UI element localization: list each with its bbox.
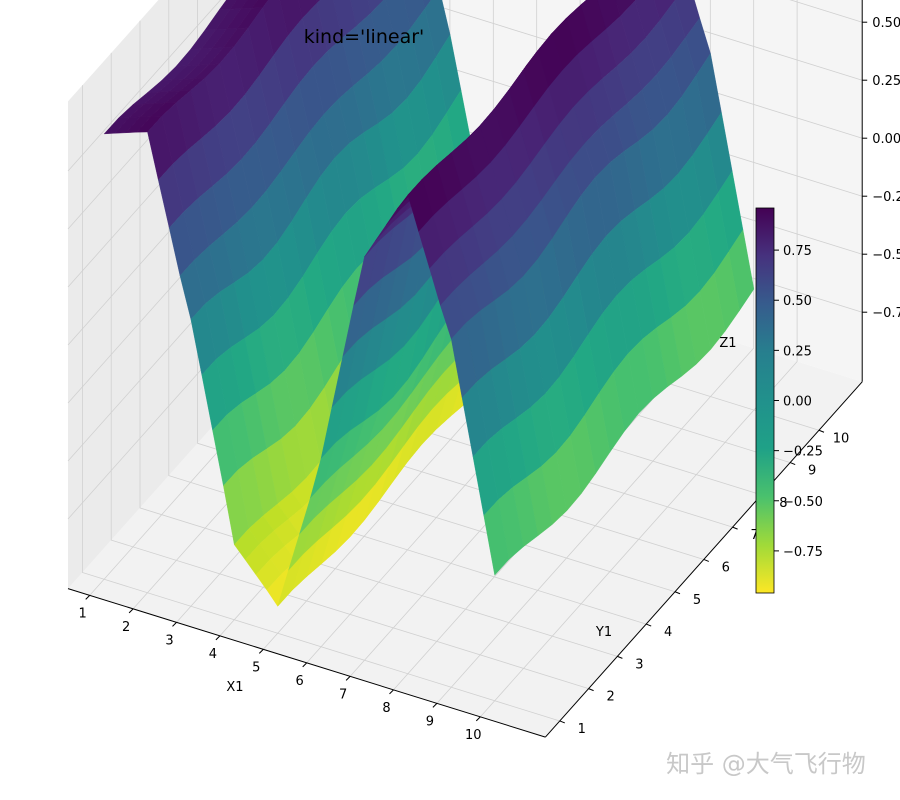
grid-line-x [436,0,755,704]
x-tick-label: 2 [122,620,130,635]
y-tick-mark [732,526,738,530]
colorbar-tick-label: −0.50 [783,495,823,510]
y-tick-mark [559,720,565,724]
x-tick-mark [302,662,308,668]
colorbar-tick-label: −0.75 [783,545,823,560]
x-tick-mark [389,689,394,695]
colorbar-tick-label: −0.25 [783,445,823,460]
x-tick-label: 9 [426,714,434,729]
z-axis-label: Z1 [719,336,736,351]
y-tick-mark [703,558,709,562]
z-tick-label: −0.75 [872,306,900,321]
surface-plot [103,0,755,607]
z-tick-label: 0.25 [872,74,900,89]
surface-facet [367,0,384,14]
x-tick-label: 3 [165,633,173,648]
x-tick-label: 4 [209,647,217,662]
colorbar-ticks: −0.75 −0.50 −0.25 0.00 0.25 0.50 0.75 [774,244,823,560]
colorbar-tick-label: 0.25 [783,344,812,359]
y-tick-label: 6 [722,560,730,575]
x-tick-mark [432,702,438,708]
grid-line-y [139,20,618,657]
z-tick-label: 0.00 [872,132,900,147]
y-tick-label: 1 [578,722,586,737]
z-tick-label: −0.25 [872,190,900,205]
x-tick-mark [128,608,134,614]
y-tick-label: 10 [833,431,850,446]
z-tick-label: −0.50 [872,248,900,263]
y-axis-label: Y1 [595,625,612,640]
colorbar-tick-label: 0.50 [783,294,812,309]
y-tick-label: 3 [635,657,643,672]
y-tick-mark [617,655,623,659]
y-tick-label: 4 [664,625,672,640]
colorbar-tick-label: 0.00 [783,395,812,410]
x-tick-mark [172,621,177,627]
grid-line-y [110,52,589,689]
y-tick-label: 5 [693,593,701,608]
x-tick-mark [345,675,351,681]
grid-line-y [82,85,560,722]
surface-facet [422,0,432,10]
x-tick-label: 8 [382,701,390,716]
z-tick-label: 0.50 [872,16,900,31]
y-tick-mark [790,462,796,466]
x-axis-label: X1 [226,680,243,695]
x-tick-mark [258,648,264,654]
x-tick-label: 10 [465,728,482,743]
y-tick-mark [674,591,681,595]
y-tick-mark [588,688,594,692]
y-tick-label: 9 [808,464,816,479]
x-tick-label: 7 [339,687,347,702]
x-tick-label: 6 [296,674,304,689]
colorbar: −0.75 −0.50 −0.25 0.00 0.25 0.50 0.75 [755,207,823,594]
grid-line-z [67,0,222,172]
x-tick-label: 5 [252,660,260,675]
grid-line-x [480,0,798,718]
tick-labels: 1 2 3 4 5 6 7 8 9 10 1 2 3 4 5 6 7 8 9 10 −0.75 −0.50 −0.25 0.0… [79,16,900,743]
y-tick-label: 2 [606,690,614,705]
surface-facet [483,499,510,576]
x-tick-label: 1 [79,606,87,621]
x-tick-mark [475,716,481,722]
chart-title: kind='linear' [304,26,425,48]
colorbar-tick-label: 0.75 [783,244,812,259]
y-tick-mark [818,429,825,433]
y-tick-label: 8 [779,496,787,511]
y-tick-label: 7 [750,528,758,543]
watermark: 知乎 @大气飞行物 [666,750,866,778]
y-tick-mark [646,623,652,627]
x-tick-mark [215,635,221,641]
x-tick-mark [85,594,91,600]
colorbar-gradient [755,207,775,594]
